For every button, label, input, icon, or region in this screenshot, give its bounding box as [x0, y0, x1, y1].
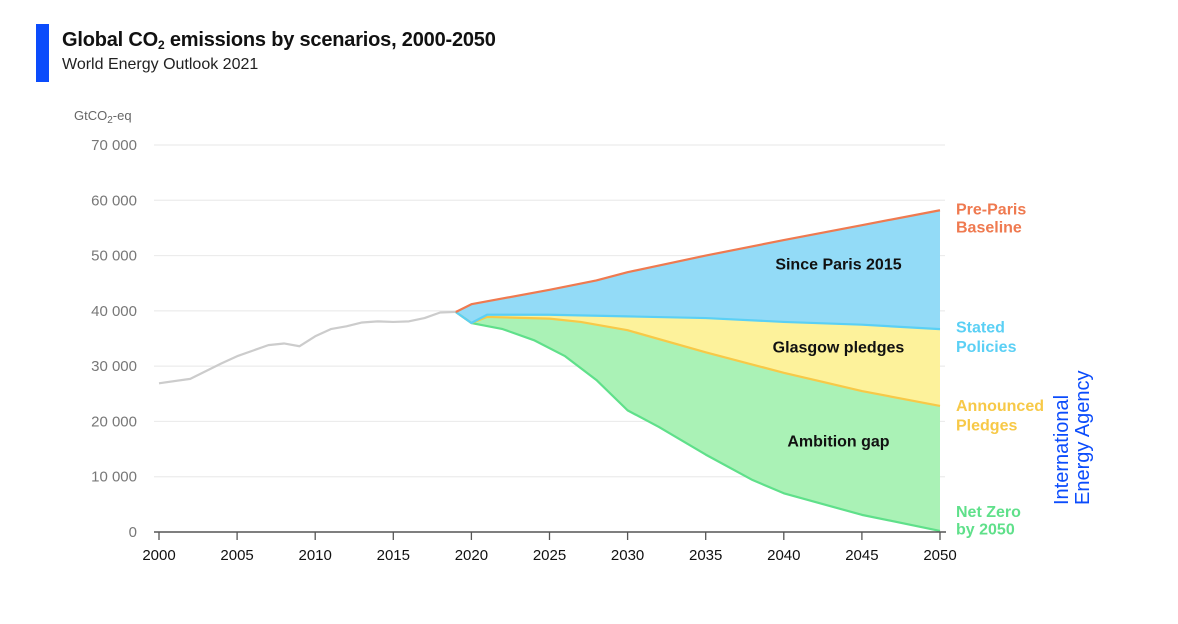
title-subscript: 2 — [157, 38, 165, 52]
x-tick-label: 2015 — [377, 547, 410, 564]
line-pre-paris-baseline — [455, 209, 941, 313]
x-axis: 2000 2005 2010 2015 2020 2025 2030 2035 2040 2045… — [142, 531, 957, 564]
iea-line-2: Energy Agency — [1072, 370, 1094, 505]
series-label: Pre-Paris — [956, 202, 1026, 219]
series-label: Net Zero — [956, 504, 1021, 521]
x-tick-label: 2010 — [299, 547, 332, 564]
series-label: Announced — [956, 398, 1044, 415]
y-tick-label: 70 000 — [91, 137, 137, 154]
title-text-rest: emissions by scenarios, 2000-2050 — [164, 29, 496, 51]
area-label: Glasgow pledges — [773, 339, 905, 356]
y-tick-label: 50 000 — [91, 248, 137, 265]
x-tick-label: 2005 — [220, 547, 253, 564]
area-glasgow-pledges — [455, 312, 940, 406]
area-ambition-gap — [455, 312, 940, 531]
y-axis-unit-label: GtCO2-eq — [74, 108, 132, 126]
series-label: by 2050 — [956, 522, 1015, 539]
scenario-lines — [158, 209, 941, 532]
series-label: Baseline — [956, 219, 1022, 236]
title-text: Global CO — [62, 29, 158, 51]
y-tick-label: 20 000 — [91, 413, 137, 430]
line-stated-policies — [455, 311, 941, 331]
x-tick-label: 2050 — [923, 547, 956, 564]
historical-line — [158, 310, 456, 385]
iea-logo-text: International Energy Agency — [1051, 335, 1094, 505]
y-tick-label: 0 — [129, 524, 137, 541]
area-labels: Since Paris 2015 Glasgow pledges Ambition … — [773, 256, 905, 450]
y-tick-label: 60 000 — [91, 192, 137, 209]
chart-title: Global CO2 emissions by scenarios, 2000-… — [62, 29, 496, 52]
x-tick-label: 2000 — [142, 547, 175, 564]
x-tick-label: 2020 — [455, 547, 488, 564]
x-tick-label: 2045 — [845, 547, 878, 564]
x-tick-label: 2035 — [689, 547, 722, 564]
chart-subtitle: World Energy Outlook 2021 — [62, 56, 259, 73]
area-since-paris-2015 — [455, 210, 940, 330]
y-tick-label: 30 000 — [91, 358, 137, 375]
area-label: Since Paris 2015 — [775, 256, 901, 273]
y-tick-label: 10 000 — [91, 469, 137, 486]
line-net-zero-by-2050 — [455, 311, 941, 532]
series-label: Stated — [956, 319, 1005, 336]
series-label: Policies — [956, 339, 1017, 356]
x-tick-label: 2025 — [533, 547, 566, 564]
area-label: Ambition gap — [787, 433, 889, 450]
x-tick-label: 2030 — [611, 547, 644, 564]
y-tick-label: 40 000 — [91, 303, 137, 320]
iea-line-1: International — [1051, 394, 1073, 505]
x-tick-label: 2040 — [767, 547, 800, 564]
y-axis-ticks: 0 10 000 20 000 30 000 40 000 50 000 60 000 70 … — [91, 137, 137, 541]
title-accent-bar — [36, 24, 49, 82]
scenario-areas — [455, 210, 940, 531]
series-label: Pledges — [956, 418, 1017, 435]
